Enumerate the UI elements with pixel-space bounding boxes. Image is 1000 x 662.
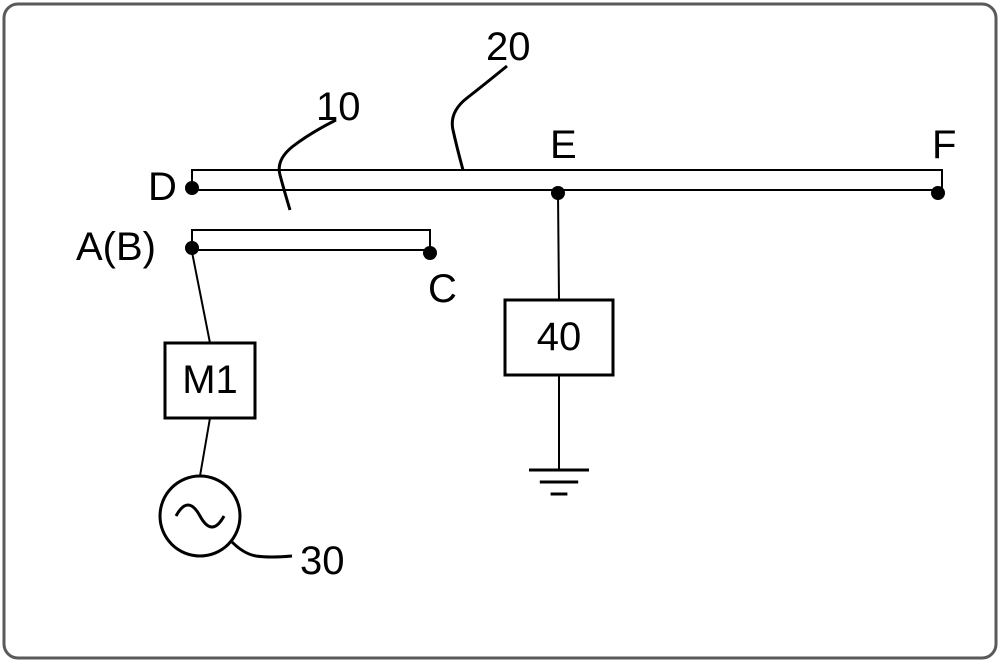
wire-e-40 bbox=[558, 193, 559, 300]
circuit-diagram: M1 40 D A(B) C E F 10 20 30 bbox=[0, 0, 1000, 662]
node-d bbox=[185, 181, 199, 195]
label-ab: A(B) bbox=[76, 225, 156, 269]
bus-20 bbox=[192, 170, 942, 190]
node-c bbox=[423, 246, 437, 260]
leader-s10 bbox=[279, 120, 336, 210]
leader-s20 bbox=[452, 66, 507, 170]
wire-a-m1 bbox=[192, 252, 210, 343]
diagram-frame bbox=[4, 4, 996, 658]
label-n10: 10 bbox=[316, 85, 361, 129]
label-d: D bbox=[148, 165, 177, 209]
block-m1-label: M1 bbox=[182, 358, 238, 402]
label-n30: 30 bbox=[300, 539, 345, 583]
wire-m1-source bbox=[200, 418, 210, 476]
label-n20: 20 bbox=[486, 25, 531, 69]
node-f bbox=[931, 186, 945, 200]
label-c: C bbox=[428, 267, 457, 311]
bus-10 bbox=[192, 230, 430, 250]
node-a bbox=[185, 241, 199, 255]
label-e: E bbox=[550, 123, 577, 167]
label-f: F bbox=[932, 123, 956, 167]
block-40-label: 40 bbox=[537, 315, 582, 359]
node-e bbox=[551, 186, 565, 200]
leader-s30 bbox=[232, 542, 292, 557]
